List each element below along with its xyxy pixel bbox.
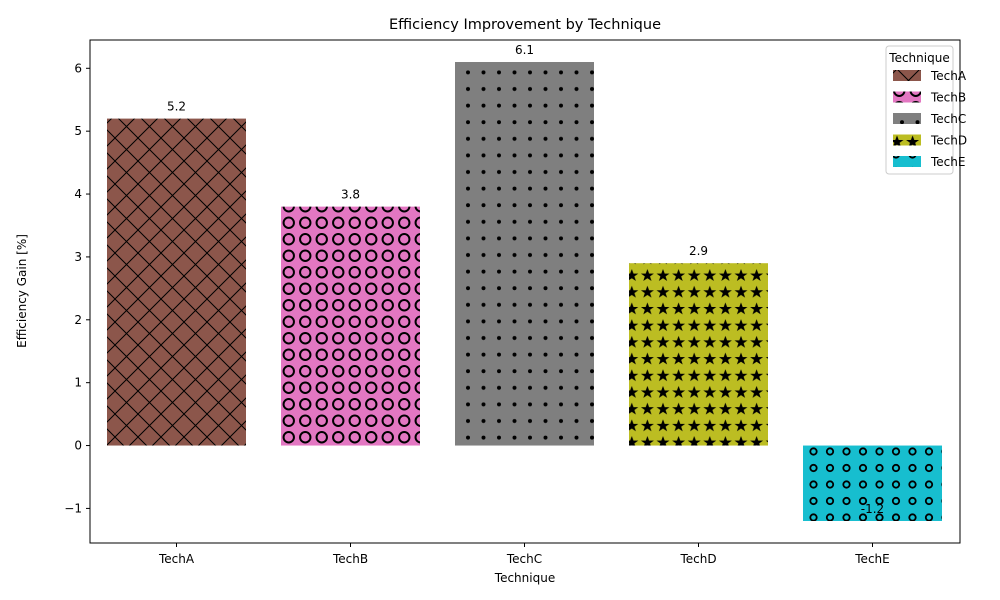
bar-techd <box>629 263 768 446</box>
legend-label-techa: TechA <box>930 69 967 83</box>
legend-swatch-techc <box>893 113 921 124</box>
legend-label-techd: TechD <box>930 134 967 148</box>
y-tick-label: 1 <box>74 376 82 390</box>
x-tick-label-techa: TechA <box>158 552 195 566</box>
legend-swatch-techd <box>893 134 921 146</box>
legend-swatch-techa <box>893 70 921 81</box>
legend: Technique TechA TechB TechC TechD TechE <box>885 45 967 175</box>
legend-label-techb: TechB <box>930 91 966 105</box>
chart-title: Efficiency Improvement by Technique <box>389 17 661 33</box>
y-axis-label: Efficiency Gain [%] <box>15 234 29 348</box>
y-axis: −1 0 1 2 3 4 5 6 <box>64 61 90 515</box>
y-tick-label: 5 <box>74 124 82 138</box>
bar-teche <box>803 445 942 521</box>
value-label-techd: 2.9 <box>689 244 708 258</box>
legend-label-teche: TechE <box>930 155 965 169</box>
y-tick-label: 3 <box>74 250 82 264</box>
value-labels-group: 5.2 3.8 6.1 2.9 -1.2 <box>167 43 884 516</box>
x-axis: TechA TechB TechC TechD TechE <box>158 543 890 566</box>
y-tick-label: 2 <box>74 313 82 327</box>
value-label-techb: 3.8 <box>341 188 360 202</box>
y-tick-label: 6 <box>74 61 82 75</box>
legend-label-techc: TechC <box>930 112 966 126</box>
bars-group <box>107 62 942 521</box>
bar-techc <box>455 62 594 446</box>
bar-techb <box>281 206 420 446</box>
x-tick-label-techc: TechC <box>506 552 542 566</box>
y-tick-label: −1 <box>64 501 82 515</box>
y-tick-label: 4 <box>74 187 82 201</box>
x-tick-label-techb: TechB <box>332 552 368 566</box>
legend-swatch-teche <box>893 156 921 167</box>
x-axis-label: Technique <box>494 571 555 585</box>
y-tick-label: 0 <box>74 439 82 453</box>
legend-entries: TechA TechB TechC TechD TechE <box>893 69 967 169</box>
value-label-techc: 6.1 <box>515 43 534 57</box>
x-tick-label-teche: TechE <box>854 552 889 566</box>
x-tick-label-techd: TechD <box>679 552 716 566</box>
value-label-teche: -1.2 <box>861 502 884 516</box>
legend-swatch-techb <box>893 91 921 103</box>
bar-techa <box>107 118 246 446</box>
legend-title: Technique <box>888 51 949 65</box>
value-label-techa: 5.2 <box>167 100 186 114</box>
